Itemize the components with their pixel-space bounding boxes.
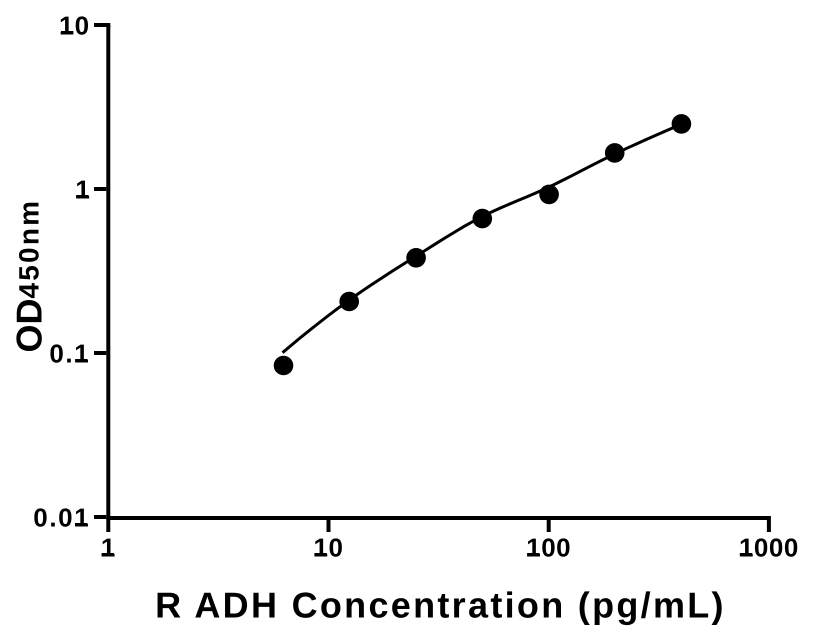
svg-text:10: 10 xyxy=(314,533,344,563)
svg-text:0.01: 0.01 xyxy=(33,503,90,533)
svg-text:1: 1 xyxy=(75,175,90,205)
svg-text:0.1: 0.1 xyxy=(49,339,90,369)
svg-text:1: 1 xyxy=(101,533,116,563)
svg-text:OD450nm: OD450nm xyxy=(9,199,50,353)
svg-text:R ADH Concentration (pg/mL): R ADH Concentration (pg/mL) xyxy=(155,585,726,626)
svg-text:1000: 1000 xyxy=(739,533,799,563)
svg-text:10: 10 xyxy=(59,11,90,41)
svg-text:100: 100 xyxy=(526,533,571,563)
